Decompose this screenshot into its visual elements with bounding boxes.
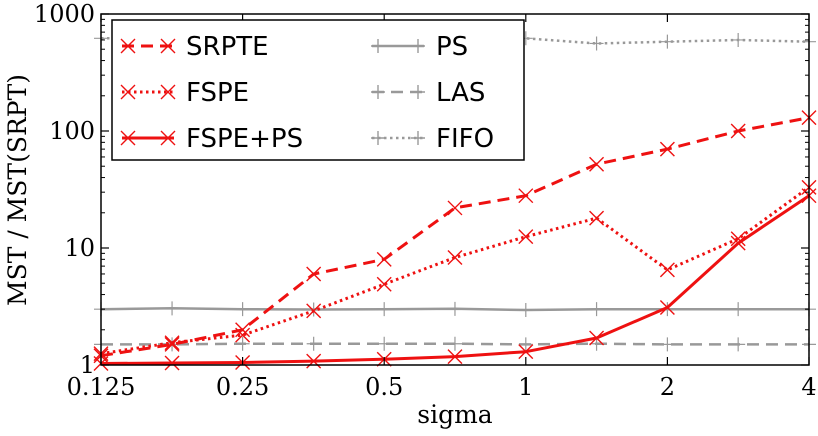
legend-marker-fifo [411,131,425,145]
plot-frame [100,13,810,366]
legend-item-ps: PS [371,32,468,62]
data-point-las [660,337,675,352]
data-point-fspe-ps [518,344,534,360]
legend-item-las: LAS [371,78,485,108]
data-point-srpte [730,123,746,139]
data-point-ps [165,301,180,316]
data-point-ps [447,301,462,316]
x-tick-label: 0.25 [216,373,269,401]
legend-marker-fifo [371,131,385,145]
x-tick-label: 2 [660,373,675,401]
y-tick-label: 100 [49,117,95,145]
legend-item-fifo: FIFO [371,124,494,154]
x-axis-title: sigma [417,400,493,429]
y-tick-label: 10 [64,234,95,262]
x-tick-label: 1 [518,373,533,401]
data-point-ps [589,302,604,317]
data-point-fspe-ps [589,330,605,346]
legend-marker-las [371,85,385,99]
y-tick-label: 1 [80,351,95,379]
data-point-las [518,337,533,352]
data-point-fifo [731,32,746,47]
legend-label-srpte: SRPTE [186,32,269,62]
data-point-srpte [518,188,534,204]
data-point-fspe-ps [659,300,675,316]
x-tick-label: 0.125 [67,373,136,401]
data-point-fspe [447,249,463,265]
data-point-ps [731,302,746,317]
legend-item-fspe: FSPE [120,78,249,108]
data-point-srpte [589,156,605,172]
data-point-fspe [589,210,605,226]
x-tick-label: 4 [801,373,816,401]
data-point-fspe [659,262,675,278]
legend-marker-fspe [160,84,176,100]
data-point-srpte [164,336,180,352]
data-point-srpte [376,251,392,267]
data-point-srpte [659,141,675,157]
legend-item-srpte: SRPTE [120,32,269,62]
y-tick-label: 1000 [34,0,95,28]
legend-label-las: LAS [436,78,485,108]
legend-label-fspe-ps: FSPE+PS [186,124,303,154]
data-point-las [306,336,321,351]
legend-marker-ps [371,39,385,53]
data-point-fifo [589,36,604,51]
legend-marker-fspe-ps [160,130,176,146]
x-tick-label: 0.5 [365,373,403,401]
data-point-las [447,336,462,351]
legend-box [111,19,525,161]
data-point-ps [377,302,392,317]
series-line-las [101,342,809,346]
legend-label-fifo: FIFO [436,124,494,154]
data-point-fspe-ps [730,235,746,251]
legend-marker-fspe-ps [120,130,136,146]
data-point-fspe [518,229,534,245]
data-point-fspe [376,276,392,292]
data-point-fspe-ps [164,355,180,371]
data-point-fspe-ps [306,353,322,369]
legend-marker-fspe [120,84,136,100]
data-point-las [235,336,250,351]
legend-label-fspe: FSPE [186,78,249,108]
data-point-srpte [306,266,322,282]
data-point-las [731,337,746,352]
y-axis-title: MST / MST(SRPT) [3,74,32,306]
legend-item-fspe-ps: FSPE+PS [120,124,303,154]
legend: SRPTE FSPE FSPE+PS PS LAS FIFO [111,19,525,161]
data-point-fspe-ps [447,349,463,365]
data-point-las [377,336,392,351]
series-line-srpte [100,116,810,358]
legend-marker-las [411,85,425,99]
data-point-fspe [306,303,322,319]
legend-marker-ps [411,39,425,53]
series-fspe-ps [93,188,817,371]
data-point-ps [235,302,250,317]
data-point-fspe [730,231,746,247]
data-point-srpte [447,200,463,216]
data-point-ps [518,303,533,318]
legend-marker-srpte [160,38,176,54]
legend-label-ps: PS [436,32,468,62]
data-point-fspe [235,327,251,343]
legend-marker-srpte [120,38,136,54]
data-point-fspe [164,335,180,351]
data-point-fifo [660,34,675,49]
